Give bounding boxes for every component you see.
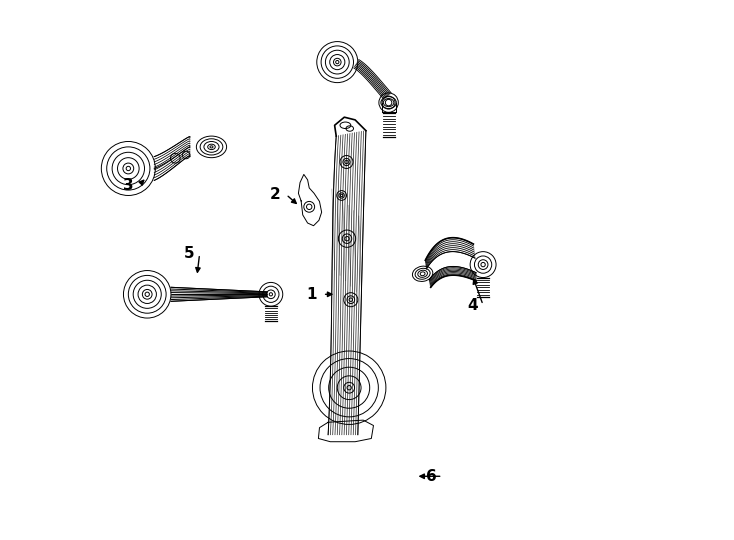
Text: 1: 1 (307, 287, 317, 302)
Text: 4: 4 (467, 298, 478, 313)
Text: 3: 3 (123, 178, 134, 193)
Text: 5: 5 (184, 246, 194, 261)
Text: 6: 6 (426, 469, 437, 484)
Text: 2: 2 (270, 187, 280, 202)
